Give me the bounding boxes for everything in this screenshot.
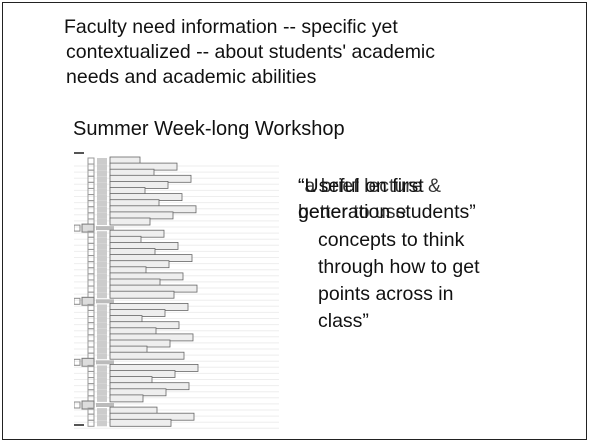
outline-shape [97, 323, 107, 329]
outline-shape [88, 323, 94, 329]
outline-shape [88, 213, 94, 219]
outline-shape [110, 218, 150, 225]
outline-shape [97, 390, 107, 396]
outline-shape [97, 268, 107, 274]
outline-shape [97, 280, 107, 286]
outline-shape [97, 341, 107, 347]
outline-shape [97, 335, 107, 341]
outline-shape [97, 365, 107, 371]
outline-shape [88, 256, 94, 262]
outline-shape [97, 347, 107, 353]
outline-shape [110, 291, 174, 298]
outline-shape [96, 403, 114, 407]
outline-shape [88, 390, 94, 396]
quote-line: generation students” [298, 201, 476, 224]
quote-line: through how to get [318, 256, 480, 279]
quote-line: concepts to think [318, 229, 464, 252]
outline-shape [74, 152, 84, 154]
quote-line: “Useful on first [298, 175, 424, 198]
outline-shape [88, 170, 94, 176]
outline-shape [97, 164, 107, 170]
outline-shape [97, 396, 107, 402]
outline-shape [110, 395, 143, 402]
outline-shape [97, 317, 107, 323]
outline-shape [88, 201, 94, 207]
outline-shape [97, 176, 107, 182]
outline-shape [97, 170, 107, 176]
outline-shape [88, 311, 94, 317]
outline-shape [97, 353, 107, 359]
outline-shape [97, 207, 107, 213]
outline-shape [88, 164, 94, 170]
outline-shape [88, 274, 94, 280]
outline-shape [88, 189, 94, 195]
outline-shape [88, 384, 94, 390]
outline-image [74, 148, 279, 430]
outline-shape [97, 250, 107, 256]
outline-shape [74, 402, 80, 408]
outline-shape [97, 292, 107, 298]
outline-shape [97, 420, 107, 426]
outline-shape [88, 195, 94, 201]
outline-shape [97, 231, 107, 237]
outline-shape [88, 335, 94, 341]
outline-shape [97, 329, 107, 335]
outline-shape [97, 311, 107, 317]
outline-shape [110, 352, 184, 359]
title-line: Faculty need information -- specific yet [64, 16, 398, 39]
title-line: needs and academic abilities [66, 66, 316, 89]
outline-shape [88, 207, 94, 213]
outline-shape [97, 243, 107, 249]
outline-shape [88, 420, 94, 426]
outline-shape [88, 158, 94, 164]
outline-shape [96, 226, 114, 230]
outline-shape [97, 286, 107, 292]
outline-shape [97, 219, 107, 225]
outline-shape [97, 304, 107, 310]
outline-shape [96, 360, 114, 364]
outline-shape [97, 414, 107, 420]
outline-shape [88, 329, 94, 335]
outline-shape [97, 256, 107, 262]
outline-shape [110, 419, 171, 426]
outline-shape [88, 378, 94, 384]
outline-shape [97, 384, 107, 390]
outline-shape [88, 280, 94, 286]
outline-shape [88, 262, 94, 268]
outline-shape [74, 225, 80, 231]
outline-shape [88, 372, 94, 378]
outline-shape [74, 424, 84, 426]
outline-shape [88, 347, 94, 353]
outline-shape [97, 213, 107, 219]
outline-shape [97, 378, 107, 384]
outline-shape [88, 268, 94, 274]
outline-shape [97, 274, 107, 280]
outline-shape [74, 359, 80, 365]
outline-shape [88, 243, 94, 249]
subtitle: Summer Week-long Workshop [73, 118, 345, 141]
outline-shape [97, 201, 107, 207]
outline-shape [74, 298, 80, 304]
outline-shape [88, 250, 94, 256]
outline-shape [97, 237, 107, 243]
outline-shape [96, 299, 114, 303]
slide: Faculty need information -- specific yet… [0, 0, 591, 444]
outline-shape [97, 158, 107, 164]
outline-shape [88, 237, 94, 243]
outline-shape [88, 414, 94, 420]
quote-line: points across in [318, 283, 453, 306]
outline-shape [97, 262, 107, 268]
quote-line: class” [318, 310, 369, 333]
outline-shape [88, 286, 94, 292]
outline-shape [97, 182, 107, 188]
outline-shape [88, 182, 94, 188]
title-line: contextualized -- about students' academ… [66, 41, 435, 64]
outline-shape [88, 317, 94, 323]
outline-shape [97, 189, 107, 195]
outline-shape [97, 408, 107, 414]
outline-shape [97, 372, 107, 378]
outline-shape [88, 341, 94, 347]
outline-shape [97, 195, 107, 201]
outline-shape [88, 176, 94, 182]
